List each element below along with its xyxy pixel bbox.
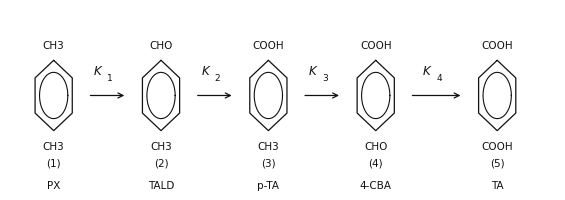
- Text: (5): (5): [490, 158, 505, 168]
- Text: (2): (2): [154, 158, 168, 168]
- Text: K: K: [308, 65, 316, 78]
- Text: 1: 1: [107, 74, 113, 83]
- Text: COOH: COOH: [481, 41, 513, 51]
- Text: 4-CBA: 4-CBA: [360, 180, 392, 190]
- Text: CH3: CH3: [43, 41, 64, 51]
- Text: TA: TA: [491, 180, 503, 190]
- Text: CH3: CH3: [43, 141, 64, 151]
- Text: (1): (1): [46, 158, 61, 168]
- Text: 3: 3: [322, 74, 328, 83]
- Text: K: K: [201, 65, 209, 78]
- Text: CH3: CH3: [258, 141, 279, 151]
- Text: K: K: [423, 65, 431, 78]
- Text: (3): (3): [261, 158, 276, 168]
- Text: (4): (4): [368, 158, 383, 168]
- Text: CHO: CHO: [149, 41, 173, 51]
- Text: COOH: COOH: [481, 141, 513, 151]
- Text: 4: 4: [436, 74, 442, 83]
- Text: COOH: COOH: [360, 41, 392, 51]
- Text: p-TA: p-TA: [258, 180, 279, 190]
- Text: PX: PX: [47, 180, 60, 190]
- Text: 2: 2: [215, 74, 220, 83]
- Text: CHO: CHO: [364, 141, 388, 151]
- Text: K: K: [94, 65, 102, 78]
- Text: COOH: COOH: [253, 41, 284, 51]
- Text: TALD: TALD: [148, 180, 174, 190]
- Text: CH3: CH3: [150, 141, 172, 151]
